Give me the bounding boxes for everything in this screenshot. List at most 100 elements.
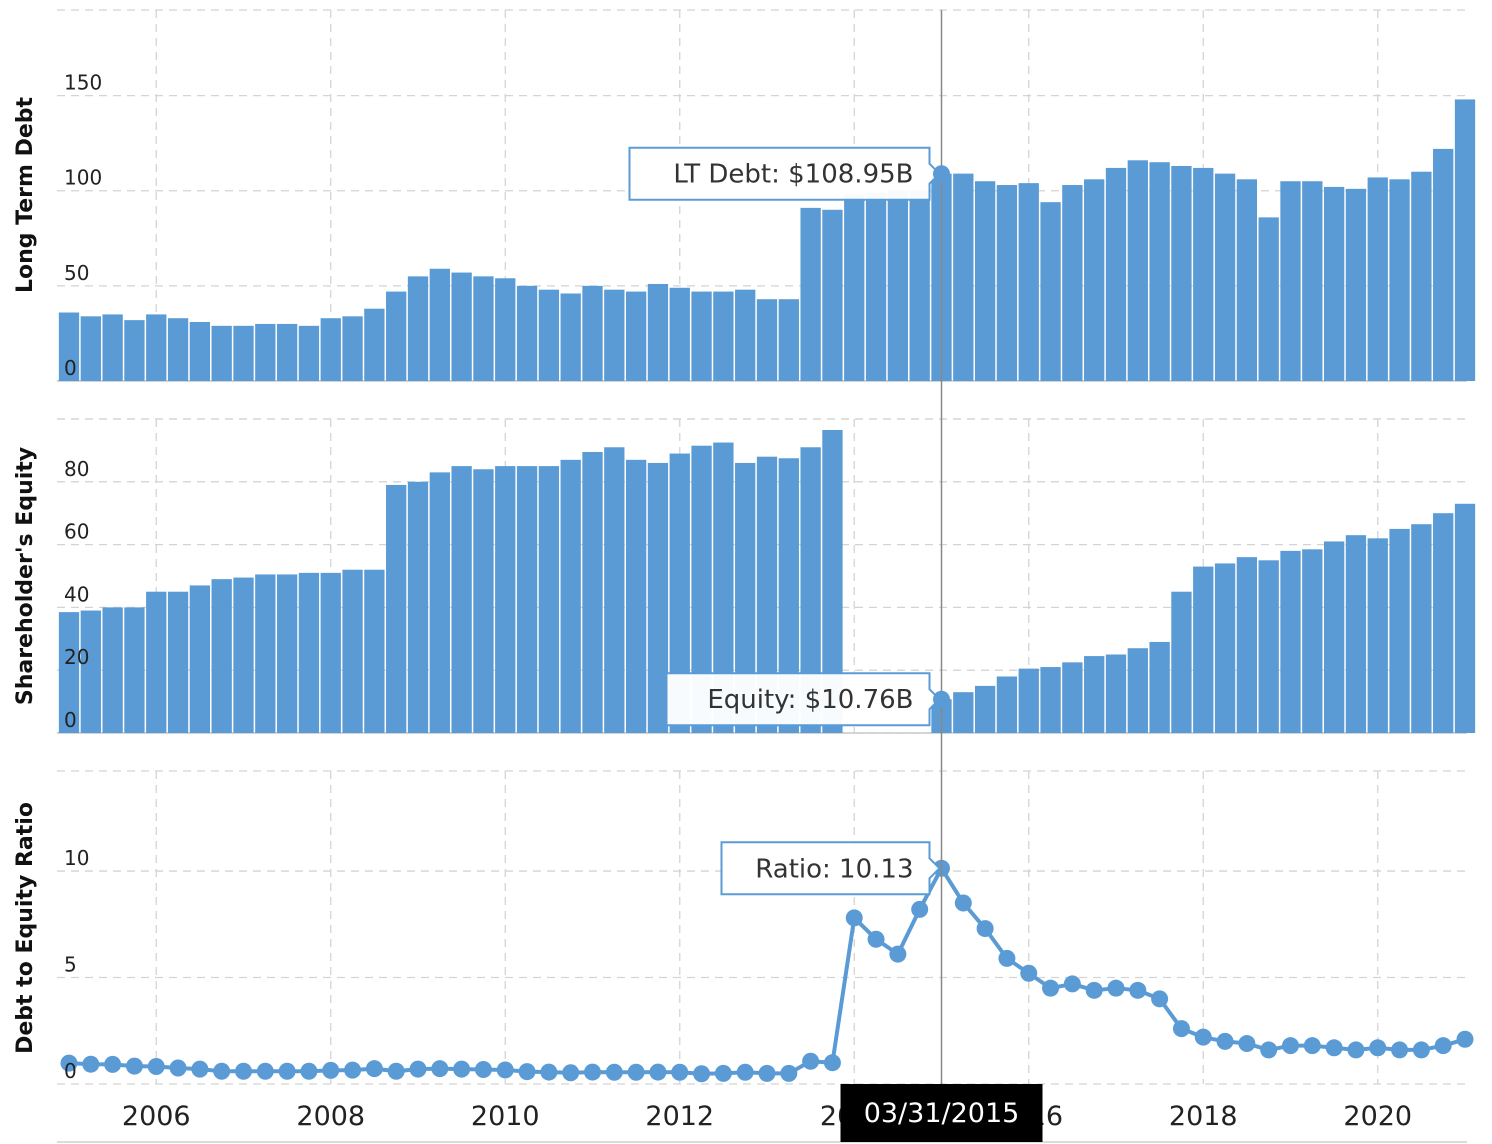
- bar[interactable]: [582, 451, 603, 733]
- bar[interactable]: [1367, 177, 1388, 381]
- ratio-point[interactable]: [300, 1062, 318, 1080]
- bar[interactable]: [189, 585, 211, 733]
- bar[interactable]: [451, 466, 472, 733]
- ratio-point[interactable]: [605, 1063, 623, 1081]
- bar[interactable]: [386, 291, 407, 381]
- bar[interactable]: [233, 325, 254, 381]
- bar[interactable]: [342, 569, 363, 733]
- ratio-point[interactable]: [736, 1063, 754, 1081]
- bar[interactable]: [342, 316, 363, 381]
- ratio-point[interactable]: [714, 1064, 732, 1082]
- ratio-point[interactable]: [125, 1057, 143, 1075]
- bar[interactable]: [211, 579, 232, 733]
- bar[interactable]: [1345, 188, 1367, 381]
- bar[interactable]: [647, 283, 669, 381]
- ratio-point[interactable]: [1260, 1041, 1278, 1059]
- ratio-point[interactable]: [1042, 979, 1060, 997]
- bar[interactable]: [538, 466, 560, 733]
- ratio-point[interactable]: [1282, 1037, 1299, 1055]
- ratio-point[interactable]: [169, 1059, 187, 1077]
- bar[interactable]: [1018, 183, 1039, 381]
- ratio-point[interactable]: [431, 1060, 449, 1078]
- ratio-point[interactable]: [627, 1063, 645, 1081]
- bar[interactable]: [778, 458, 799, 733]
- bar[interactable]: [516, 285, 538, 381]
- bar[interactable]: [1149, 162, 1170, 381]
- bar[interactable]: [1018, 668, 1039, 733]
- ratio-point[interactable]: [1085, 981, 1103, 999]
- ratio-point[interactable]: [104, 1055, 122, 1073]
- bar[interactable]: [713, 291, 734, 381]
- bar[interactable]: [429, 268, 450, 381]
- bar[interactable]: [495, 278, 516, 381]
- ratio-point[interactable]: [1391, 1041, 1409, 1059]
- bar[interactable]: [102, 607, 123, 733]
- bar[interactable]: [1454, 99, 1476, 382]
- ratio-point[interactable]: [911, 900, 929, 918]
- bar[interactable]: [276, 574, 298, 733]
- ratio-point[interactable]: [845, 909, 863, 927]
- bar[interactable]: [167, 591, 189, 733]
- ratio-point[interactable]: [1303, 1037, 1321, 1055]
- ratio-point[interactable]: [344, 1061, 362, 1079]
- ratio-point[interactable]: [823, 1054, 841, 1072]
- ratio-point[interactable]: [1434, 1037, 1452, 1055]
- bar[interactable]: [953, 173, 974, 381]
- bar[interactable]: [1389, 528, 1410, 733]
- bar[interactable]: [167, 318, 189, 381]
- bar[interactable]: [974, 181, 996, 381]
- ratio-point[interactable]: [998, 949, 1016, 967]
- bar[interactable]: [538, 289, 560, 381]
- bar[interactable]: [1193, 566, 1214, 733]
- bar[interactable]: [364, 569, 385, 733]
- ratio-point[interactable]: [867, 930, 885, 948]
- ratio-point[interactable]: [1325, 1039, 1343, 1057]
- bar[interactable]: [320, 318, 341, 381]
- ratio-point[interactable]: [82, 1055, 100, 1073]
- bar[interactable]: [1062, 185, 1083, 381]
- ratio-point[interactable]: [235, 1062, 252, 1080]
- bar[interactable]: [1171, 166, 1192, 381]
- bar[interactable]: [1062, 662, 1083, 733]
- ratio-point[interactable]: [954, 894, 972, 912]
- ratio-point[interactable]: [758, 1064, 776, 1082]
- ratio-point[interactable]: [1412, 1041, 1430, 1059]
- bar[interactable]: [865, 192, 887, 381]
- bar[interactable]: [1258, 217, 1279, 381]
- ratio-point[interactable]: [1194, 1028, 1212, 1046]
- ratio-point[interactable]: [649, 1063, 667, 1081]
- ratio-point[interactable]: [1020, 964, 1038, 982]
- ratio-point[interactable]: [780, 1064, 798, 1082]
- ratio-point[interactable]: [1129, 981, 1147, 999]
- ratio-point[interactable]: [213, 1062, 231, 1080]
- ratio-point[interactable]: [540, 1063, 558, 1081]
- bar[interactable]: [1323, 541, 1345, 733]
- ratio-point[interactable]: [1107, 979, 1125, 997]
- bar[interactable]: [255, 574, 276, 733]
- bar[interactable]: [102, 314, 123, 381]
- bar[interactable]: [974, 685, 996, 733]
- bar[interactable]: [407, 276, 429, 381]
- bar[interactable]: [124, 320, 145, 381]
- bar[interactable]: [625, 459, 647, 733]
- bar[interactable]: [1127, 648, 1148, 733]
- bar[interactable]: [189, 322, 211, 381]
- ratio-point[interactable]: [278, 1062, 296, 1080]
- ratio-point[interactable]: [1172, 1020, 1190, 1038]
- bar[interactable]: [1105, 654, 1127, 734]
- bar[interactable]: [756, 456, 778, 733]
- ratio-point[interactable]: [562, 1064, 580, 1082]
- bar[interactable]: [887, 190, 909, 381]
- bar[interactable]: [1454, 503, 1476, 733]
- ratio-point[interactable]: [671, 1063, 689, 1081]
- ratio-point[interactable]: [453, 1060, 471, 1078]
- bar[interactable]: [1433, 513, 1454, 733]
- bar[interactable]: [80, 610, 101, 733]
- bar[interactable]: [909, 190, 930, 381]
- bar[interactable]: [1258, 560, 1279, 733]
- bar[interactable]: [255, 323, 276, 381]
- bar[interactable]: [1171, 591, 1192, 733]
- bar[interactable]: [953, 692, 974, 733]
- bar[interactable]: [1302, 181, 1323, 381]
- bar[interactable]: [1345, 535, 1367, 733]
